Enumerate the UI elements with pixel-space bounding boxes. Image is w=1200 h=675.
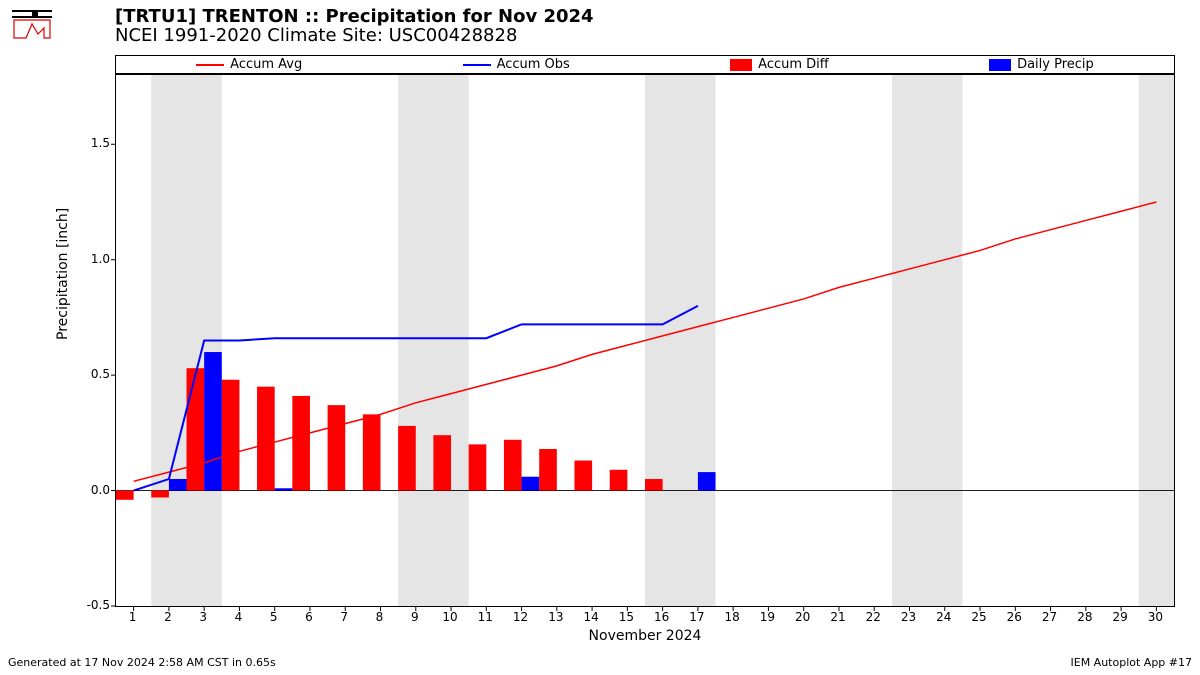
x-tick-label: 13 [548,610,563,624]
legend-label: Accum Diff [758,57,829,72]
y-tick-label: -0.5 [70,598,110,612]
x-tick-label: 1 [129,610,137,624]
x-tick-label: 9 [411,610,419,624]
x-tick-label: 30 [1148,610,1163,624]
x-tick-label: 5 [270,610,278,624]
legend-label: Accum Avg [230,57,302,72]
x-tick-label: 24 [936,610,951,624]
x-tick-label: 22 [866,610,881,624]
x-tick-label: 4 [235,610,243,624]
legend-swatch [463,64,491,66]
x-tick-label: 20 [795,610,810,624]
x-tick-label: 25 [971,610,986,624]
footer-generated: Generated at 17 Nov 2024 2:58 AM CST in … [8,656,276,669]
legend-label: Accum Obs [497,57,570,72]
x-tick-label: 21 [830,610,845,624]
x-tick-label: 17 [689,610,704,624]
x-tick-label: 18 [725,610,740,624]
x-tick-label: 10 [442,610,457,624]
footer-app: IEM Autoplot App #17 [1071,656,1193,669]
legend-item-accum-diff: Accum Diff [730,57,829,72]
chart-legend: Accum Avg Accum Obs Accum Diff Daily Pre… [115,55,1175,74]
x-tick-label: 28 [1077,610,1092,624]
x-tick-label: 7 [340,610,348,624]
legend-item-daily-precip: Daily Precip [989,57,1094,72]
y-tick-label: 1.0 [70,252,110,266]
legend-label: Daily Precip [1017,57,1094,72]
x-tick-label: 26 [1007,610,1022,624]
y-tick-label: 0.0 [70,483,110,497]
title-line-1: [TRTU1] TRENTON :: Precipitation for Nov… [115,6,594,27]
y-tick-label: 1.5 [70,136,110,150]
x-tick-label: 23 [901,610,916,624]
legend-item-accum-avg: Accum Avg [196,57,302,72]
x-tick-label: 14 [583,610,598,624]
x-tick-label: 27 [1042,610,1057,624]
x-axis-label: November 2024 [115,628,1175,644]
y-axis-label: Precipitation [inch] [55,208,71,340]
legend-swatch [730,59,752,71]
x-tick-label: 16 [654,610,669,624]
x-tick-label: 11 [478,610,493,624]
iem-logo [8,6,56,42]
chart-plot-area [115,74,1175,607]
chart-title: [TRTU1] TRENTON :: Precipitation for Nov… [115,6,594,46]
x-tick-label: 6 [305,610,313,624]
x-tick-label: 8 [376,610,384,624]
x-tick-label: 29 [1112,610,1127,624]
x-tick-label: 15 [619,610,634,624]
x-tick-label: 12 [513,610,528,624]
legend-swatch [196,64,224,66]
x-tick-label: 3 [199,610,207,624]
y-tick-label: 0.5 [70,367,110,381]
x-tick-label: 19 [760,610,775,624]
legend-item-accum-obs: Accum Obs [463,57,570,72]
legend-swatch [989,59,1011,71]
title-line-2: NCEI 1991-2020 Climate Site: USC00428828 [115,25,594,46]
x-tick-label: 2 [164,610,172,624]
